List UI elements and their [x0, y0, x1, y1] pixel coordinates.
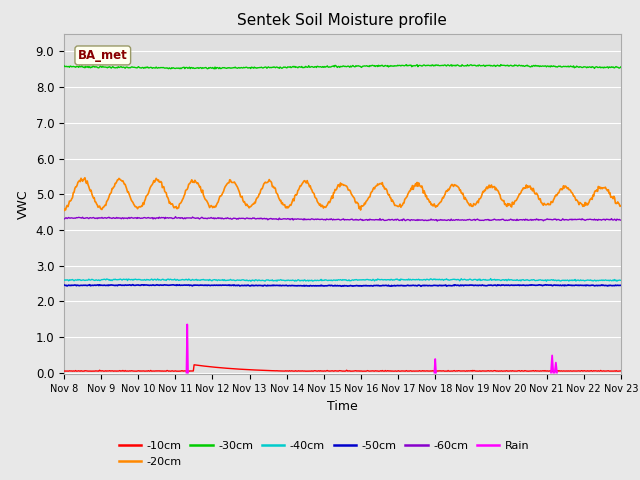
Legend: -10cm, -20cm, -30cm, -40cm, -50cm, -60cm, Rain: -10cm, -20cm, -30cm, -40cm, -50cm, -60cm…: [114, 437, 534, 471]
Title: Sentek Soil Moisture profile: Sentek Soil Moisture profile: [237, 13, 447, 28]
X-axis label: Time: Time: [327, 400, 358, 413]
Y-axis label: VWC: VWC: [17, 189, 30, 219]
Text: BA_met: BA_met: [78, 49, 127, 62]
